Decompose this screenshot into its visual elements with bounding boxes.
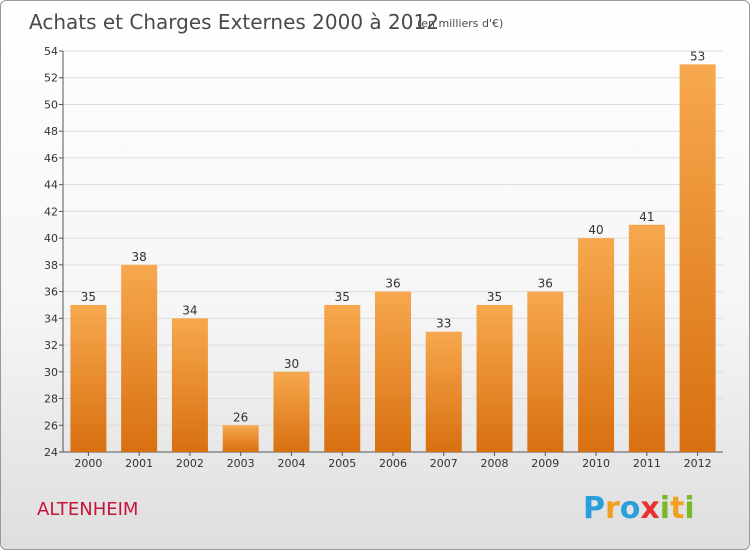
bar-2000 (70, 304, 107, 452)
y-tick-label: 30 (44, 366, 58, 379)
y-tick-label: 40 (44, 232, 58, 245)
bar-2001 (121, 264, 158, 452)
data-label-2003: 26 (233, 410, 248, 424)
x-tick-labels: 2000 2001 2002 2003 2004 2005 2006 2007 2008 2009… (74, 452, 712, 470)
logo-letter: i (684, 491, 694, 526)
bar-2002 (171, 318, 208, 452)
y-tick-labels: 24 26 28 30 32 34 36 38 40 42 44 46 48 50 52 54 (44, 45, 58, 459)
data-label-2001: 38 (132, 250, 147, 264)
bar-2005 (324, 304, 361, 452)
logo-letter: i (660, 491, 670, 526)
y-tick-label: 38 (44, 259, 58, 272)
y-tick-label: 48 (44, 125, 58, 138)
bar-2007 (425, 331, 462, 452)
bar-2008 (476, 304, 513, 452)
data-label-2007: 33 (436, 317, 451, 331)
y-tick-label: 52 (44, 72, 58, 85)
bar-2012 (679, 64, 716, 452)
bars (70, 64, 716, 452)
y-tick-label: 26 (44, 419, 58, 432)
y-tick-label: 34 (44, 312, 58, 325)
bar-2003 (222, 425, 259, 452)
x-tick-label: 2006 (379, 457, 407, 470)
x-tick-label: 2003 (227, 457, 255, 470)
data-label-2012: 53 (690, 49, 705, 63)
data-label-2010: 40 (588, 223, 603, 237)
y-tick-label: 46 (44, 152, 58, 165)
y-tick-label: 24 (44, 446, 58, 459)
x-tick-label: 2004 (277, 457, 305, 470)
bar-2004 (273, 371, 310, 452)
x-tick-label: 2012 (684, 457, 712, 470)
x-tick-label: 2005 (328, 457, 356, 470)
chart-subtitle: (en milliers d'€) (417, 17, 503, 30)
logo-letter: t (670, 491, 684, 526)
y-tick-label: 54 (44, 45, 58, 58)
x-tick-label: 2008 (481, 457, 509, 470)
y-tick-label: 50 (44, 98, 58, 111)
data-label-2009: 36 (538, 277, 553, 291)
bar-2006 (375, 291, 411, 452)
y-tick-label: 36 (44, 286, 58, 299)
data-label-2004: 30 (284, 357, 299, 371)
x-tick-label: 2001 (125, 457, 153, 470)
y-tick-label: 32 (44, 339, 58, 352)
logo-letter: r (605, 491, 620, 526)
bar-2011 (628, 224, 665, 452)
bar-2009 (527, 291, 564, 452)
logo-letter: P (583, 491, 605, 526)
y-tick-label: 28 (44, 393, 58, 406)
data-label-2011: 41 (639, 210, 654, 224)
proxiti-logo[interactable]: Proxiti (583, 491, 695, 526)
data-label-2000: 35 (81, 290, 96, 304)
data-labels: 35 38 34 26 30 35 36 33 35 36 40 41 53 (81, 49, 706, 424)
x-tick-label: 2007 (430, 457, 458, 470)
x-tick-label: 2011 (633, 457, 661, 470)
x-tick-label: 2009 (531, 457, 559, 470)
data-label-2006: 36 (385, 277, 400, 291)
chart-title: Achats et Charges Externes 2000 à 2012 (29, 10, 439, 34)
x-tick-label: 2010 (582, 457, 610, 470)
data-label-2005: 35 (335, 290, 350, 304)
logo-letter: x (640, 491, 659, 526)
bar-2010 (578, 238, 615, 452)
logo-letter: o (620, 491, 641, 526)
x-tick-label: 2000 (74, 457, 102, 470)
y-tick-label: 44 (44, 179, 58, 192)
town-name: ALTENHEIM (37, 499, 138, 520)
data-label-2008: 35 (487, 290, 502, 304)
data-label-2002: 34 (182, 303, 197, 317)
y-tick-label: 42 (44, 205, 58, 218)
x-tick-label: 2002 (176, 457, 204, 470)
